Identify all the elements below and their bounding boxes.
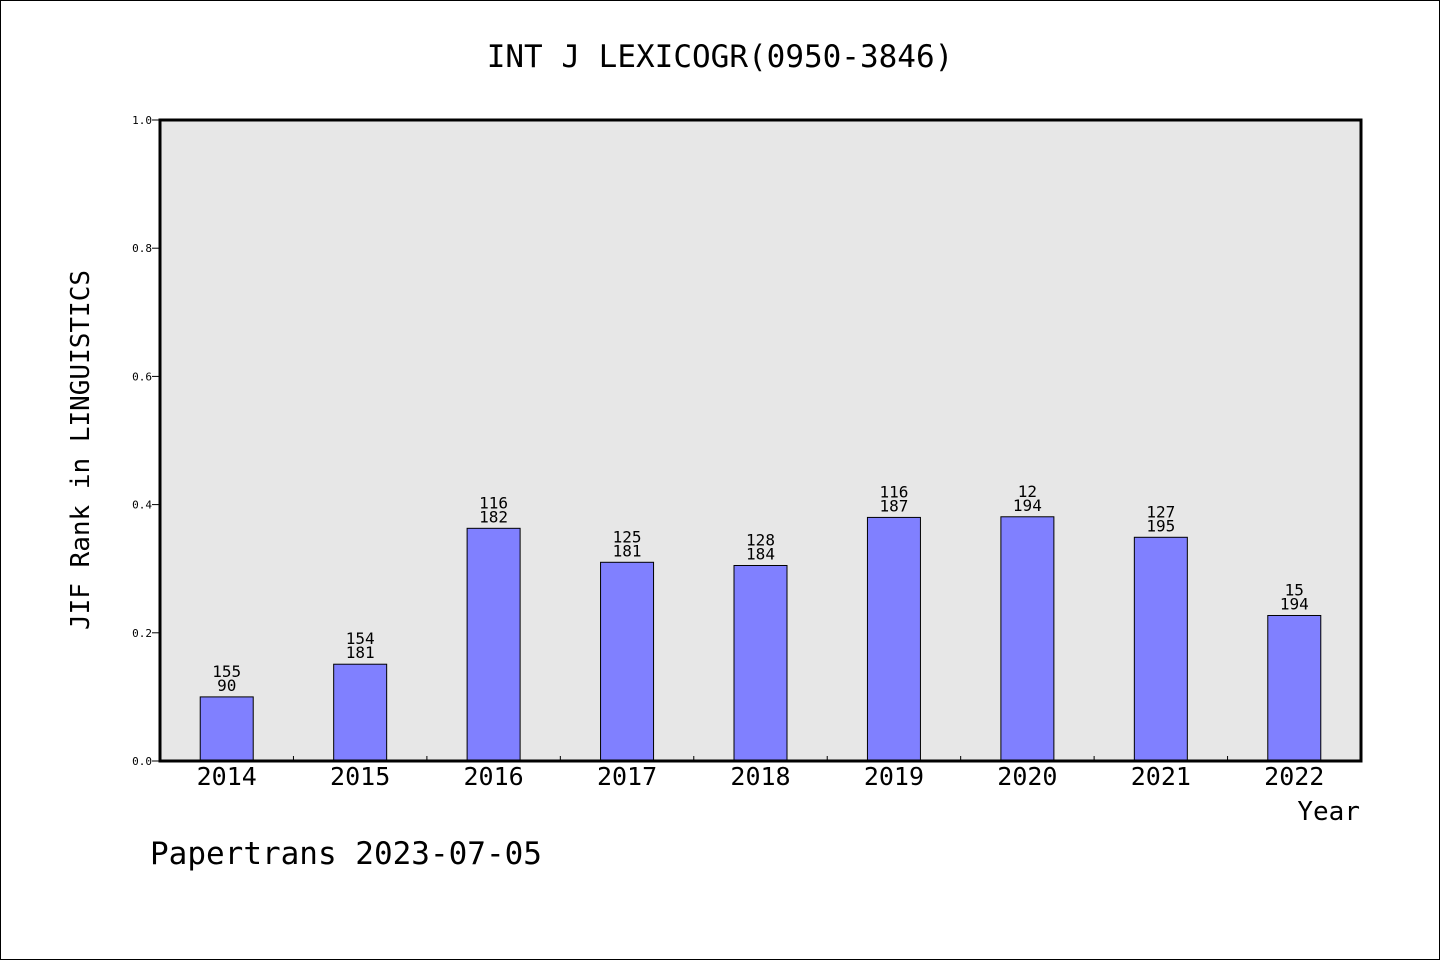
bar-rank-label: 116 (479, 493, 508, 512)
bar-total-label: 187 (879, 496, 908, 515)
y-axis-ticks: 0.0 0.2 0.4 0.6 0.8 1.0 (132, 114, 160, 768)
y-tick-label: 0.8 (132, 242, 152, 255)
bar-2018 (733, 564, 788, 762)
x-tick-label: 2022 (1264, 762, 1324, 791)
x-tick-label: 2019 (864, 762, 924, 791)
bar-2021 (1133, 536, 1188, 762)
bar-total-label: 195 (1146, 516, 1175, 535)
x-tick-label: 2015 (330, 762, 390, 791)
y-tick-label: 0.2 (132, 627, 152, 640)
bar-2022 (1267, 614, 1322, 762)
bar-total-label: 184 (746, 544, 775, 563)
x-tick-label: 2020 (997, 762, 1057, 791)
y-tick-label: 0.6 (132, 370, 152, 383)
bar-2014 (199, 696, 254, 762)
bar-rank-label: 12 (1018, 482, 1037, 501)
x-tick-label: 2014 (197, 762, 257, 791)
bar-2016 (466, 527, 521, 762)
y-tick-label: 0.4 (132, 499, 152, 512)
bars-group (199, 516, 1322, 762)
x-tick-label: 2017 (597, 762, 657, 791)
x-tick-label: 2021 (1131, 762, 1191, 791)
chart-title: INT J LEXICOGR(0950-3846) (487, 39, 954, 75)
bar-rank-label: 128 (746, 530, 775, 549)
bar-rank-label: 125 (613, 527, 642, 546)
x-tick-label: 2016 (464, 762, 524, 791)
y-tick-label: 0.0 (132, 755, 152, 768)
y-tick-label: 1.0 (132, 114, 152, 127)
bar-2017 (600, 561, 655, 762)
bar-2020 (1000, 516, 1055, 762)
data-labels-group: 1559015418111618212518112818411618712194… (212, 482, 1308, 695)
bar-rank-label: 127 (1146, 502, 1175, 521)
x-tick-label: 2018 (730, 762, 790, 791)
bar-total-label: 181 (613, 541, 642, 560)
bar-rank-label: 155 (212, 662, 241, 681)
bar-rank-label: 154 (346, 629, 375, 648)
bar-rank-label: 116 (879, 482, 908, 501)
bar-total-label: 181 (346, 643, 375, 662)
bar-rank-label: 15 (1285, 580, 1304, 599)
x-axis-ticks: 2014 2015 2016 2017 2018 2019 2020 2021 2022 (197, 756, 1324, 791)
bar-2019 (866, 516, 921, 762)
bar-2015 (333, 663, 388, 762)
bar-total-label: 194 (1280, 594, 1309, 613)
bar-total-label: 90 (217, 676, 236, 695)
bar-total-label: 194 (1013, 496, 1042, 515)
plot-border (158, 118, 1363, 763)
y-axis-label: JIF Rank in LINGUISTICS (66, 270, 96, 630)
bar-total-label: 182 (479, 507, 508, 526)
x-axis-label: Year (1297, 797, 1360, 827)
footer-credit: Papertrans 2023-07-05 (150, 836, 542, 872)
